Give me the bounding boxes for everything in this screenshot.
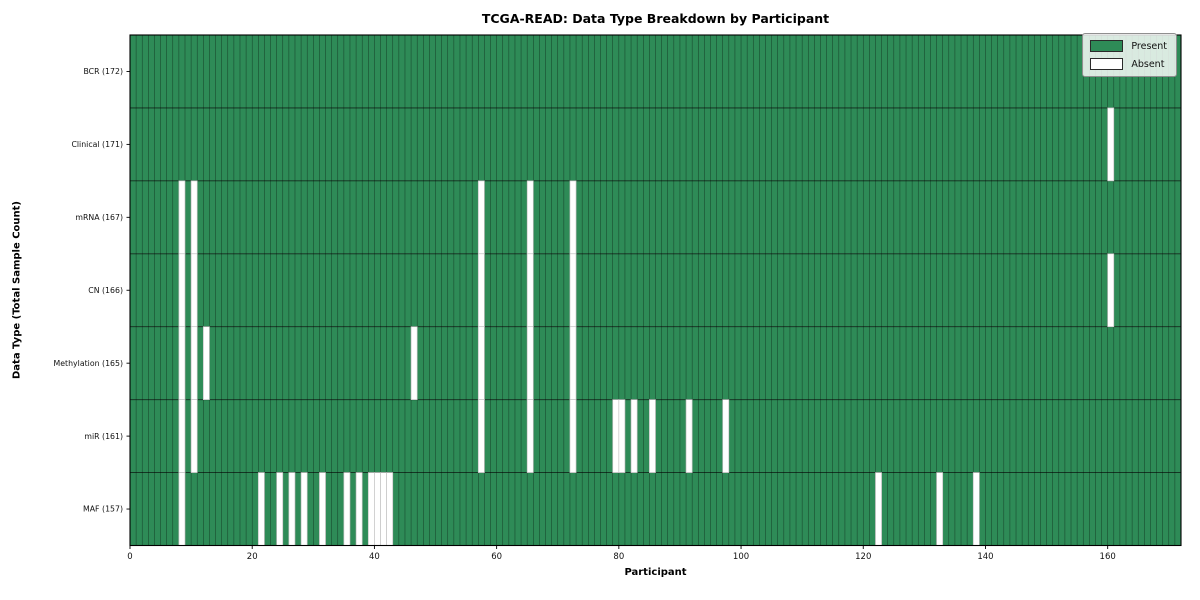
absent-cell <box>936 472 944 546</box>
absent-cell <box>355 472 363 546</box>
absent-cell <box>477 326 485 400</box>
absent-cell <box>300 472 308 546</box>
x-tick-label: 100 <box>733 552 749 562</box>
absent-cell <box>386 472 394 546</box>
absent-cell <box>190 180 198 255</box>
x-tick-label: 120 <box>855 552 871 562</box>
legend-item-present: Present <box>1090 40 1167 52</box>
absent-cell <box>612 399 620 473</box>
x-axis-label: Participant <box>624 567 687 578</box>
absent-cell <box>1107 107 1115 182</box>
chart-title: TCGA-READ: Data Type Breakdown by Partic… <box>481 11 830 26</box>
absent-cell <box>276 472 284 546</box>
absent-cell <box>410 326 418 400</box>
absent-cell <box>569 180 577 255</box>
y-tick-label: Methylation (165) <box>54 359 123 368</box>
y-tick-label: BCR (172) <box>83 67 123 76</box>
absent-cell <box>526 399 534 473</box>
absent-cell <box>477 180 485 255</box>
absent-cell <box>972 472 980 546</box>
absent-cell <box>722 399 730 473</box>
y-tick-label: Clinical (171) <box>71 140 123 149</box>
absent-cell <box>190 399 198 473</box>
absent-cell <box>630 399 638 473</box>
absent-cell <box>685 399 693 473</box>
y-tick-label: CN (166) <box>88 286 123 295</box>
absent-cell <box>288 472 296 546</box>
absent-cell <box>526 180 534 255</box>
absent-cell <box>875 472 882 546</box>
legend-item-absent: Absent <box>1090 58 1167 70</box>
absent-cell <box>319 472 326 546</box>
absent-cell <box>649 399 656 473</box>
x-tick-label: 80 <box>613 552 624 562</box>
absent-cell <box>380 472 387 546</box>
absent-cell <box>202 326 210 400</box>
y-tick-label: mRNA (167) <box>75 213 123 222</box>
absent-cell <box>367 472 375 546</box>
absent-cell <box>178 253 186 328</box>
absent-cell <box>178 399 186 473</box>
absent-cell <box>526 253 534 328</box>
x-tick-label: 60 <box>491 552 502 562</box>
x-tick-label: 140 <box>977 552 993 562</box>
absent-cell <box>1107 253 1115 328</box>
absent-cell <box>343 472 351 546</box>
absent-cell <box>178 326 186 400</box>
absent-cell <box>477 399 485 473</box>
y-tick-label: MAF (157) <box>83 505 123 514</box>
absent-cell <box>569 326 577 400</box>
absent-cell <box>477 253 485 328</box>
absent-cell <box>178 472 186 546</box>
absent-cell <box>257 472 265 546</box>
absent-cell <box>618 399 626 473</box>
legend-swatch-present-icon <box>1090 40 1124 52</box>
legend: Present Absent <box>1082 33 1177 77</box>
y-tick-label: miR (161) <box>84 432 123 441</box>
x-tick-label: 160 <box>1100 552 1116 562</box>
absent-cell <box>569 253 577 328</box>
x-tick-label: 20 <box>247 552 258 562</box>
absent-cell <box>178 180 186 255</box>
x-tick-label: 40 <box>369 552 380 562</box>
absent-cell <box>569 399 577 473</box>
absent-cell <box>190 253 198 328</box>
absent-cell <box>526 326 534 400</box>
legend-label-present: Present <box>1131 40 1167 52</box>
legend-label-absent: Absent <box>1131 58 1165 70</box>
absent-cell <box>374 472 381 546</box>
absent-cell <box>190 326 198 400</box>
legend-swatch-absent-icon <box>1090 58 1124 70</box>
x-tick-label: 0 <box>127 552 132 562</box>
